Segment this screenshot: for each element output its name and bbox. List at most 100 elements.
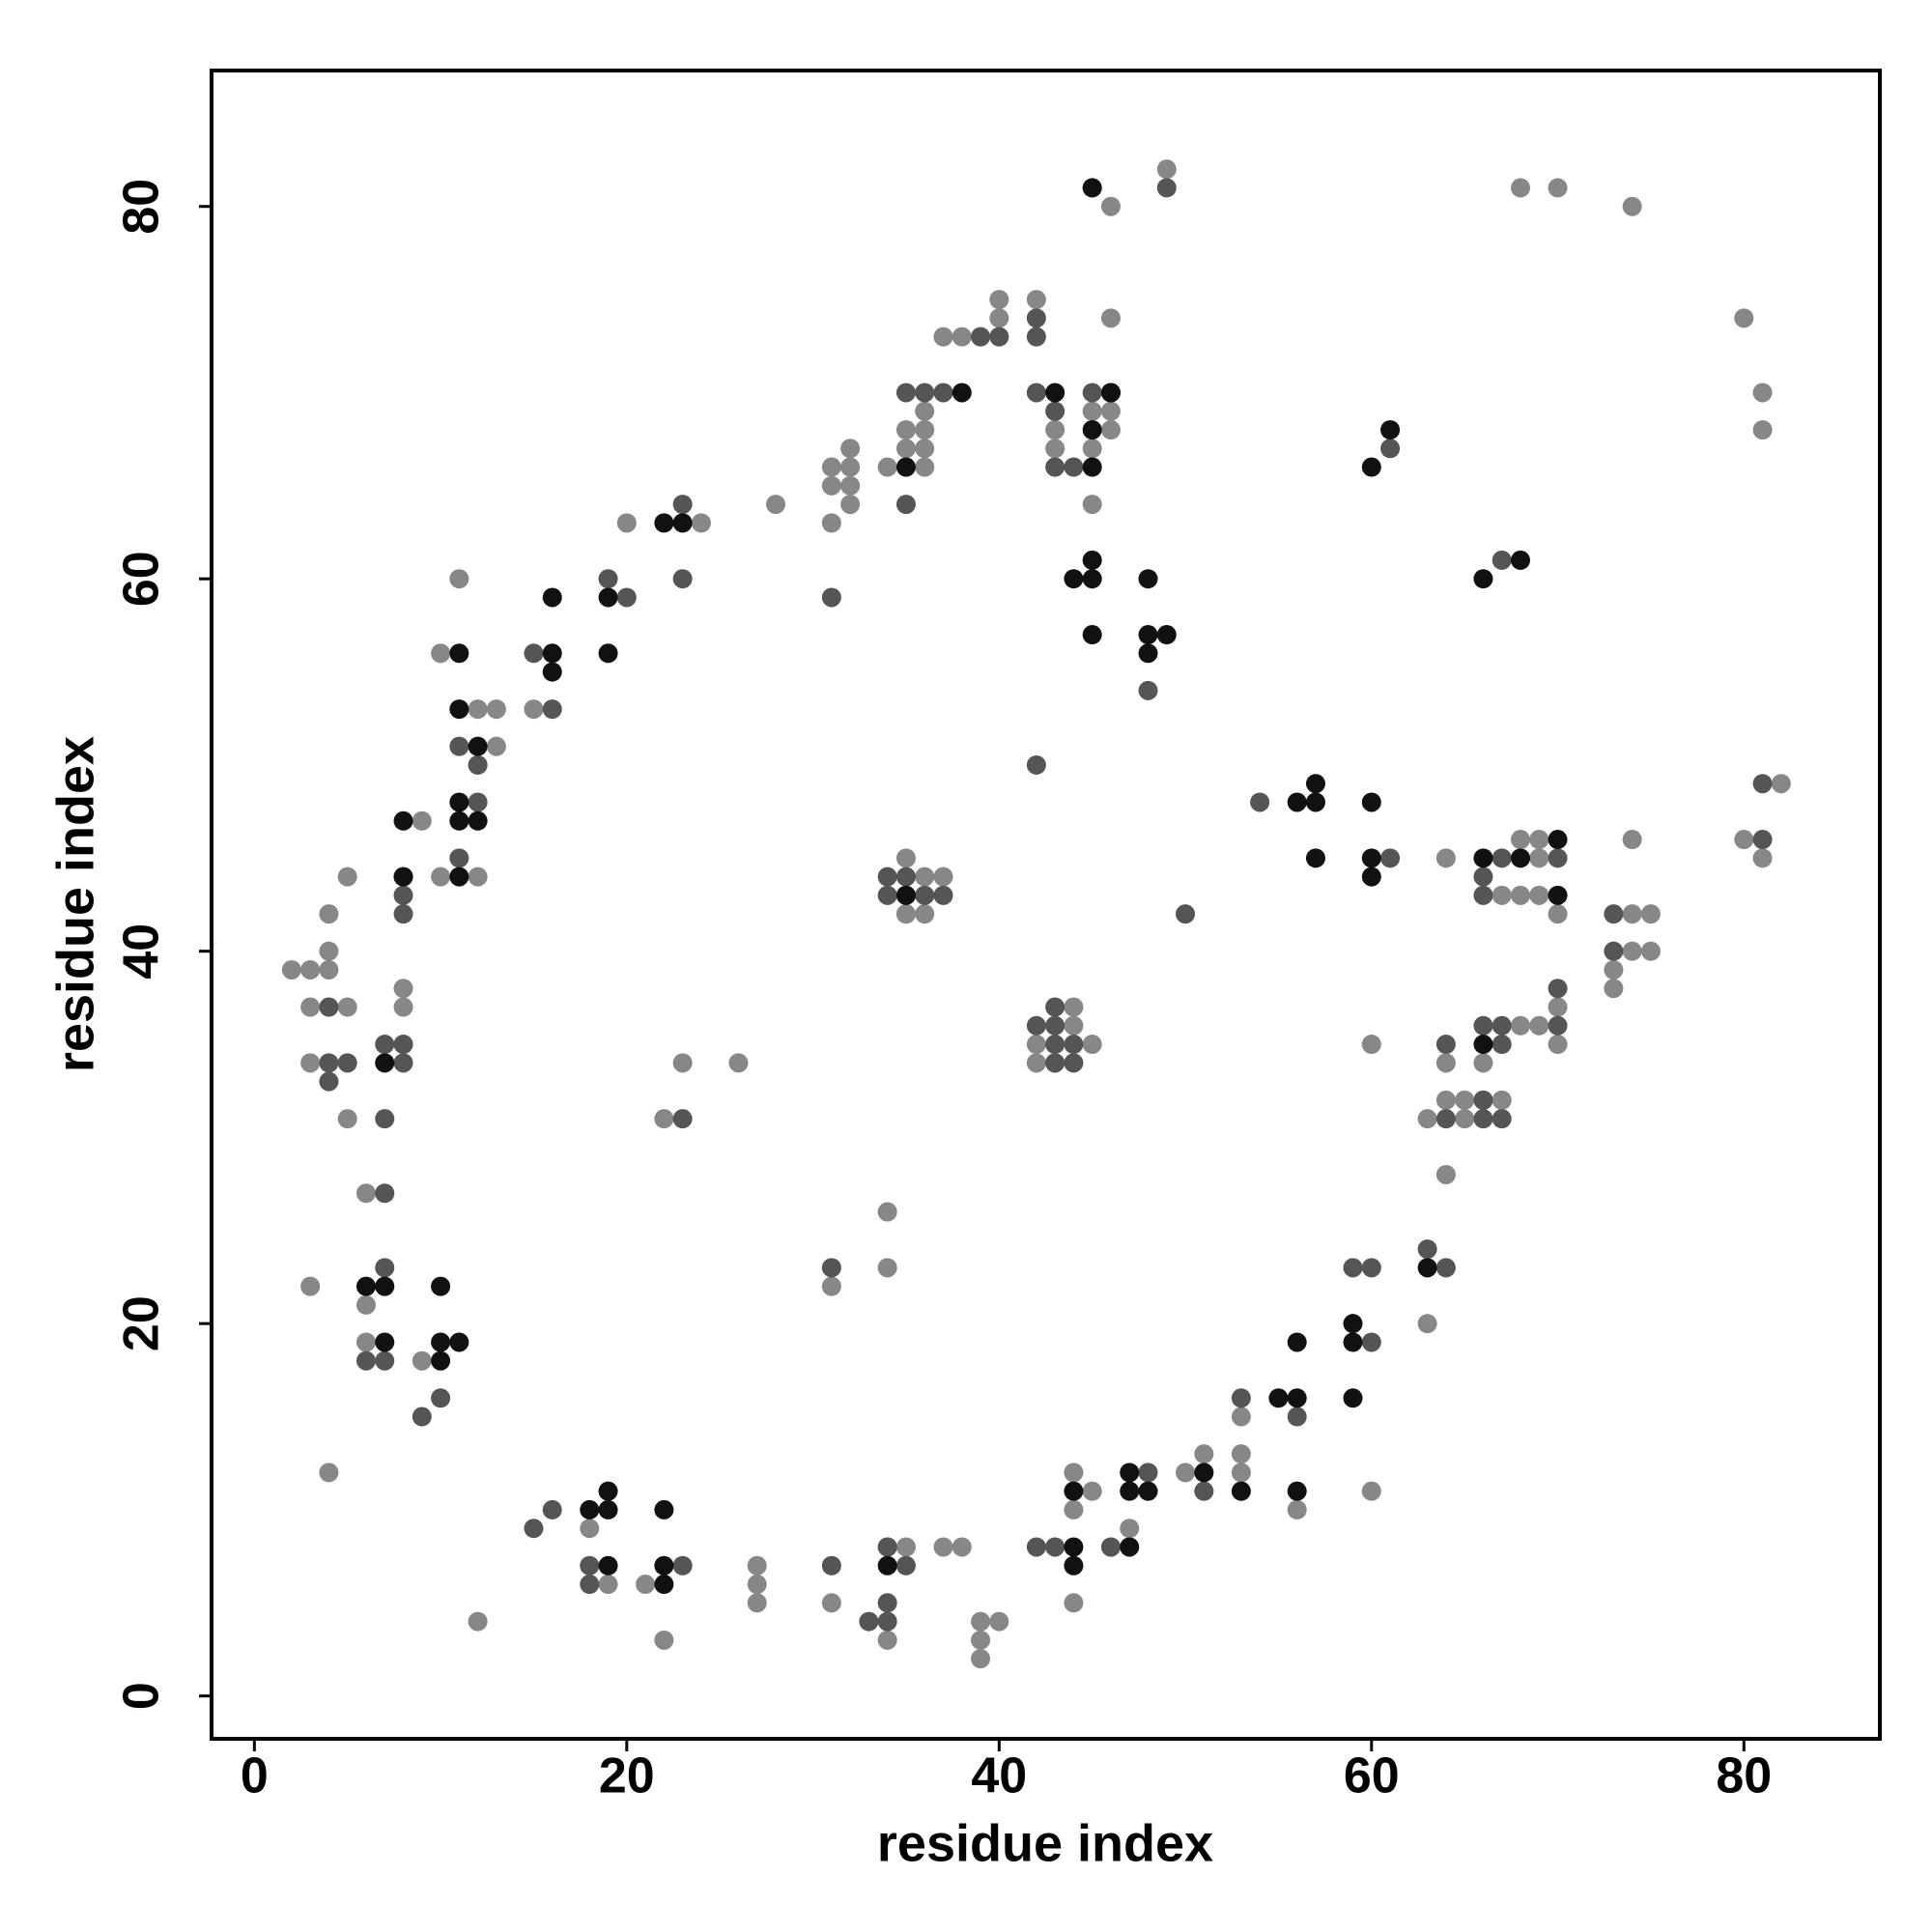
point (449, 699, 469, 720)
point (393, 1035, 413, 1055)
point (1752, 830, 1773, 850)
point (1473, 569, 1493, 589)
point (1380, 848, 1401, 868)
point (412, 810, 432, 831)
point (393, 885, 413, 905)
point (1064, 1463, 1084, 1483)
point (1473, 848, 1493, 868)
point (1455, 1109, 1475, 1129)
point (431, 643, 451, 664)
point (1435, 1164, 1456, 1184)
point (1082, 457, 1102, 477)
point (1492, 848, 1512, 868)
point (468, 867, 488, 887)
point (1231, 1406, 1251, 1427)
point (1064, 1593, 1084, 1613)
point (1100, 308, 1121, 328)
point (766, 495, 786, 515)
point (933, 327, 953, 347)
point (1435, 1109, 1456, 1129)
point (1026, 1053, 1046, 1073)
point (1082, 1035, 1102, 1055)
x-tick-label: 60 (1344, 1748, 1400, 1804)
point (895, 867, 916, 887)
point (1026, 308, 1046, 328)
point (915, 439, 935, 459)
point (1082, 439, 1102, 459)
point (952, 1537, 972, 1557)
point (1529, 848, 1549, 868)
point (1380, 419, 1401, 440)
point (877, 1593, 897, 1613)
point (300, 1276, 321, 1296)
point (616, 513, 637, 533)
point (1752, 419, 1773, 440)
point (598, 1481, 618, 1501)
point (1548, 848, 1568, 868)
point (1045, 1015, 1065, 1036)
point (654, 1109, 674, 1129)
point (1138, 569, 1158, 589)
point (877, 1202, 897, 1222)
point (933, 867, 953, 887)
point (1064, 1537, 1084, 1557)
point (1045, 383, 1065, 403)
point (580, 1519, 600, 1539)
point (542, 643, 562, 664)
point (728, 1053, 749, 1073)
point (431, 1388, 451, 1408)
point (449, 867, 469, 887)
point (895, 419, 916, 440)
point (672, 1555, 693, 1576)
point (337, 867, 357, 887)
y-tick-label: 40 (114, 923, 170, 980)
point (375, 1332, 395, 1352)
point (393, 904, 413, 924)
point (1100, 383, 1121, 403)
point (840, 475, 861, 496)
point (1771, 774, 1791, 794)
point (654, 1555, 674, 1576)
point (319, 1463, 339, 1483)
point (375, 1276, 395, 1296)
point (1473, 1109, 1493, 1129)
x-tick-label: 0 (241, 1748, 269, 1804)
point (1026, 1035, 1046, 1055)
point (821, 1593, 841, 1613)
point (1455, 1090, 1475, 1110)
point (375, 1258, 395, 1278)
point (1156, 178, 1177, 198)
point (431, 1276, 451, 1296)
point (895, 495, 916, 515)
point (821, 1258, 841, 1278)
point (1305, 848, 1325, 868)
point (1064, 1499, 1084, 1520)
point (1100, 196, 1121, 216)
point (1120, 1519, 1140, 1539)
point (821, 475, 841, 496)
point (971, 1611, 991, 1632)
point (412, 1350, 432, 1371)
y-tick-label: 60 (114, 551, 170, 607)
point (1361, 1332, 1381, 1352)
y-tick-label: 0 (114, 1682, 170, 1710)
point (895, 439, 916, 459)
point (1268, 1388, 1289, 1408)
point (1156, 625, 1177, 645)
point (449, 569, 469, 589)
point (952, 327, 972, 347)
x-tick-label: 80 (1716, 1748, 1772, 1804)
point (747, 1555, 767, 1576)
point (840, 457, 861, 477)
point (821, 1555, 841, 1576)
point (1138, 680, 1158, 700)
point (971, 1649, 991, 1669)
point (877, 1630, 897, 1650)
point (542, 587, 562, 608)
point (840, 495, 861, 515)
point (300, 997, 321, 1017)
point (319, 1071, 339, 1092)
point (915, 457, 935, 477)
point (1176, 904, 1196, 924)
